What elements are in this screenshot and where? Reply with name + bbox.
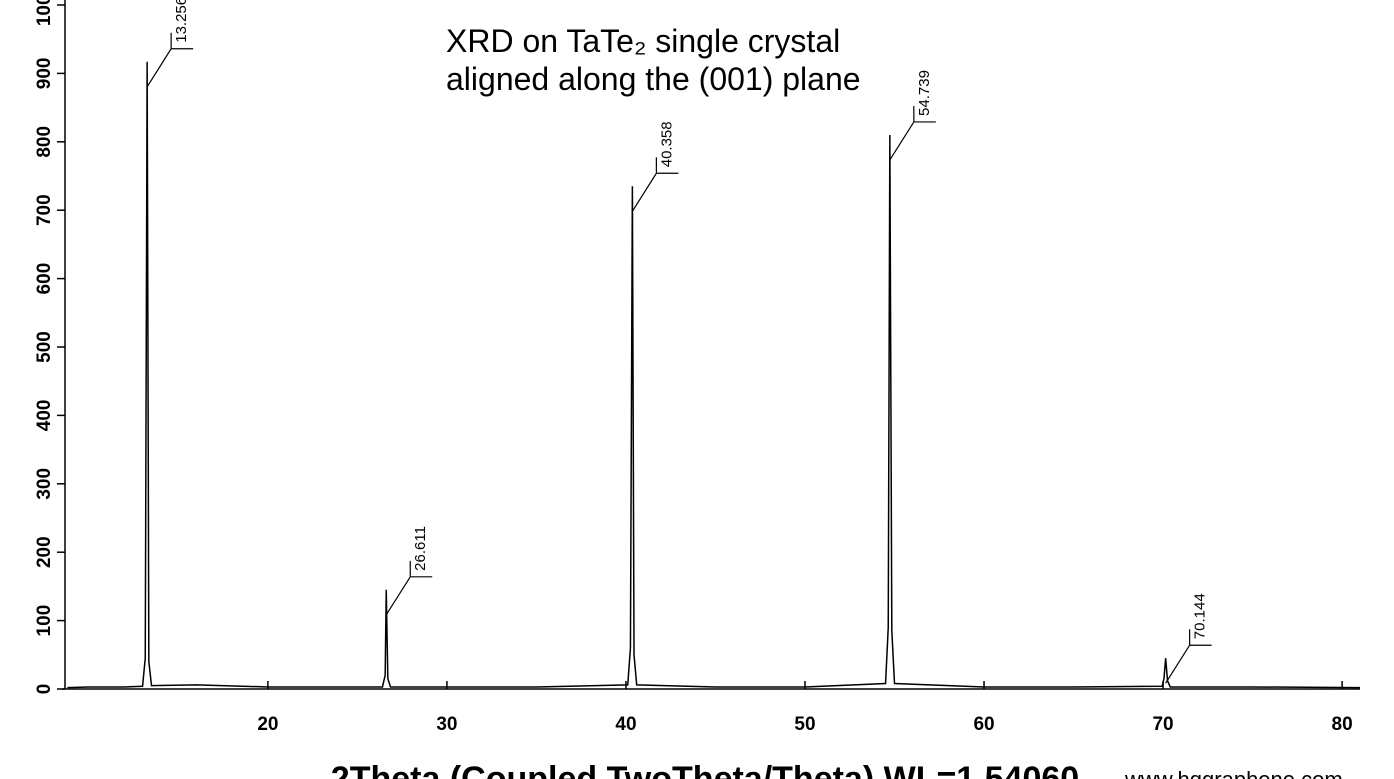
y-tick-label: 600: [34, 263, 55, 295]
xrd-line: [67, 61, 1361, 689]
peak-leader: [385, 560, 433, 616]
x-tick-label: 80: [1332, 714, 1353, 735]
peak-label: 40.358: [658, 121, 675, 167]
y-tick-label: 0: [34, 684, 55, 695]
chart-title: XRD on TaTe₂ single crystal: [446, 23, 840, 59]
y-tick-label: 700: [34, 194, 55, 226]
x-tick-label: 50: [794, 714, 815, 735]
peak-leader: [146, 32, 194, 88]
y-tick-label: 100: [34, 605, 55, 637]
y-tick-label: 400: [34, 400, 55, 432]
peak-label: 70.144: [1192, 593, 1209, 639]
peak-leader: [889, 105, 936, 161]
y-tick-label: 500: [34, 331, 55, 363]
y-tick-label: 800: [34, 126, 55, 158]
y-tick-label: 1000: [34, 0, 55, 26]
y-tick-label: 300: [34, 468, 55, 500]
x-tick-label: 70: [1152, 714, 1173, 735]
y-tick-label: 900: [34, 58, 55, 90]
x-tick-label: 40: [615, 714, 636, 735]
x-tick-label: 60: [973, 714, 994, 735]
peak-label: 26.611: [412, 526, 429, 571]
chart-title: aligned along the (001) plane: [446, 61, 861, 97]
peak-leader: [631, 157, 679, 212]
x-axis-label: 2Theta (Coupled TwoTheta/Theta) WL=1.540…: [331, 760, 1079, 779]
x-tick-label: 20: [257, 714, 278, 735]
peak-label: 54.739: [916, 70, 933, 116]
x-tick-label: 30: [436, 714, 457, 735]
watermark: www.hqgraphene.com: [1124, 767, 1343, 779]
y-tick-label: 200: [34, 536, 55, 568]
peak-label: 13.256: [173, 0, 190, 43]
peak-leader: [1165, 629, 1212, 684]
